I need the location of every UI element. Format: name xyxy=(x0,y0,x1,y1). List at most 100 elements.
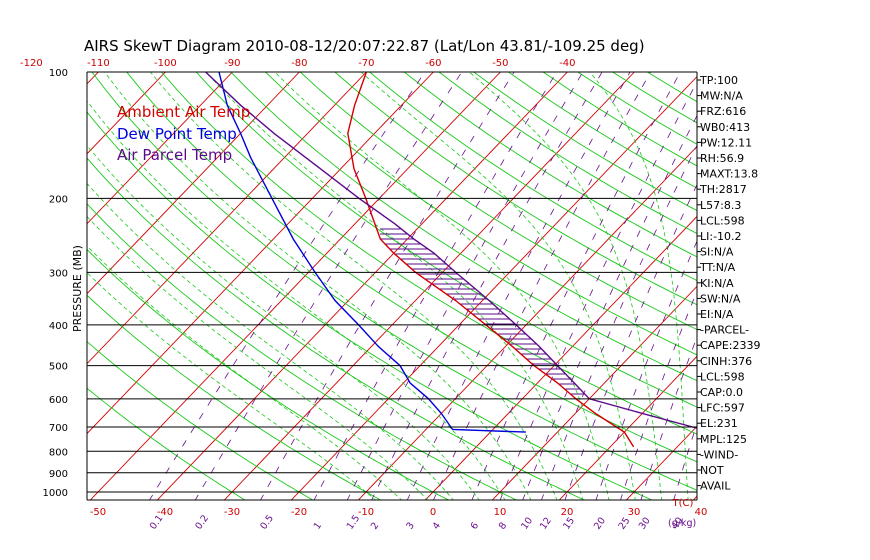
dry-adiabat-line xyxy=(87,203,518,500)
mixing-ratio-line xyxy=(194,72,463,500)
pressure-tick-label: 300 xyxy=(49,268,68,279)
index-item: CINH:376 xyxy=(700,355,752,368)
mixing-ratio-tick-label: 0.5 xyxy=(258,513,276,532)
top-temp-tick-label: -100 xyxy=(154,58,177,69)
dry-adiabat-line xyxy=(87,340,314,500)
mixing-ratio-tick-label: 4 xyxy=(431,520,443,531)
dry-adiabat-line xyxy=(230,72,697,382)
dry-adiabat-line xyxy=(404,72,697,258)
pressure-tick-label: 600 xyxy=(49,395,68,406)
index-item: PW:12.11 xyxy=(700,136,752,149)
isotherm-line xyxy=(87,72,367,365)
mixing-ratio-line xyxy=(371,72,603,500)
bottom-temp-tick-label: -20 xyxy=(291,507,307,518)
index-item: MW:N/A xyxy=(700,90,743,103)
bottom-temp-tick-label: -10 xyxy=(358,507,374,518)
mixing-ratio-tick-label: 1 xyxy=(312,520,324,531)
isotherm-line xyxy=(87,72,434,435)
pressure-tick-label: 100 xyxy=(49,68,68,79)
bottom-temp-tick-label: -40 xyxy=(157,507,173,518)
mixing-ratio-line xyxy=(433,72,651,500)
mixing-ratio-tick-label: 8 xyxy=(497,520,509,531)
top-temp-tick-label: -80 xyxy=(291,58,307,69)
isotherm-line xyxy=(156,72,568,500)
index-item: EL:231 xyxy=(700,417,738,430)
index-item: CAPE:2339 xyxy=(700,339,761,352)
top-temp-tick-label: -110 xyxy=(87,58,110,69)
mixing-ratio-tick-label: 10 xyxy=(519,516,535,532)
moist-adiabat-line xyxy=(468,72,663,500)
mixing-ratio-tick-label: 0.2 xyxy=(193,513,211,532)
mixing-ratio-line xyxy=(620,290,697,500)
y-axis-label: PRESSURE (MB) xyxy=(71,245,84,332)
mixing-ratio-line xyxy=(499,80,697,500)
index-item: L57:8.3 xyxy=(700,199,741,212)
mixing-ratio-line xyxy=(673,422,697,500)
dewpoint-temp-line xyxy=(218,72,526,433)
moist-adiabat-line xyxy=(87,215,429,500)
index-item: -WIND- xyxy=(700,448,738,461)
isotherm-line xyxy=(87,72,166,155)
legend-ambient-air-temp: Ambient Air Temp xyxy=(117,103,250,121)
dry-adiabat-line xyxy=(647,72,697,103)
isotherm-line xyxy=(89,72,501,500)
index-item: KI:N/A xyxy=(700,277,734,290)
moist-adiabat-line xyxy=(87,182,454,500)
pressure-tick-label: 200 xyxy=(49,194,68,205)
isotherm-line xyxy=(223,72,635,500)
legend-air-parcel-temp: Air Parcel Temp xyxy=(117,146,232,164)
index-item: TP:100 xyxy=(699,74,738,87)
dry-adiabat-line xyxy=(265,72,697,356)
dry-adiabat-line xyxy=(334,72,697,306)
mixing-ratio-tick-label: 20 xyxy=(592,516,608,532)
index-item: SW:N/A xyxy=(700,292,741,305)
dry-adiabat-line xyxy=(91,72,697,491)
index-item: TH:2817 xyxy=(699,183,747,196)
mixing-ratio-tick-label: 6 xyxy=(469,520,481,531)
bottom-temp-tick-label: 40 xyxy=(695,507,708,518)
pressure-tick-label: 500 xyxy=(49,362,68,373)
top-temp-tick-label: -70 xyxy=(358,58,374,69)
bottom-temp-tick-label: -30 xyxy=(224,507,240,518)
chart-title: AIRS SkewT Diagram 2010-08-12/20:07:22.8… xyxy=(84,37,645,55)
index-item: MPL:125 xyxy=(700,433,747,446)
dry-adiabat-line xyxy=(473,72,697,212)
legend-dew-point-temp: Dew Point Temp xyxy=(117,125,237,143)
top-temp-tick-label: -90 xyxy=(224,58,240,69)
dry-adiabat-line xyxy=(126,72,697,463)
mixing-ratio-line xyxy=(313,72,558,500)
bottom-temp-tick-label: 30 xyxy=(628,507,641,518)
dry-adiabat-line xyxy=(195,72,697,408)
index-item: LCL:598 xyxy=(700,214,745,227)
bottom-temp-tick-label: 10 xyxy=(494,507,507,518)
mixing-ratio-line xyxy=(595,240,697,500)
mixing-ratio-line xyxy=(541,144,697,500)
mixing-ratio-line xyxy=(471,72,681,500)
index-item: LFC:597 xyxy=(700,402,745,415)
index-item: LI:-10.2 xyxy=(700,230,742,243)
index-item: -PARCEL- xyxy=(700,324,749,337)
moist-adiabat-line xyxy=(150,72,558,500)
grid-layer xyxy=(87,72,697,500)
pressure-tick-label: 700 xyxy=(49,423,68,434)
mixing-ratio-unit-label: (g/kg) xyxy=(668,518,696,529)
dry-adiabat-line xyxy=(299,72,697,331)
moist-adiabat-line xyxy=(360,72,636,500)
index-item: CAP:0.0 xyxy=(700,386,743,399)
index-item: NOT xyxy=(700,464,724,477)
index-item: AVAIL xyxy=(700,480,731,493)
mixing-ratio-line xyxy=(522,114,697,500)
dry-adiabat-line xyxy=(87,111,654,500)
bottom-temp-tick-label: -50 xyxy=(90,507,106,518)
index-item: TT:N/A xyxy=(699,261,736,274)
temp-unit-label: T(C) xyxy=(672,498,694,509)
top-temp-tick-label: -60 xyxy=(425,58,441,69)
stability-indices: TP:100 MW:N/A FRZ:616 WB0:413 PW:12.11 RH:56.… xyxy=(697,74,761,493)
moist-adiabat-line xyxy=(87,100,506,500)
moist-adiabat-line xyxy=(205,72,584,500)
pressure-tick-label: 400 xyxy=(49,321,68,332)
isotherm-line xyxy=(87,72,300,295)
dry-adiabat-line xyxy=(87,387,246,500)
isotherm-line xyxy=(558,355,697,500)
